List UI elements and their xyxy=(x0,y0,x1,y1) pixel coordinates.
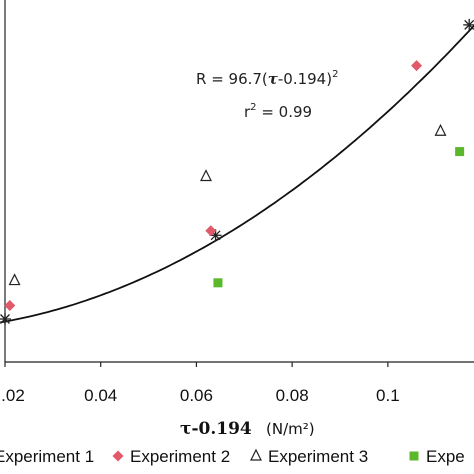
data-point-series-1 xyxy=(0,313,11,326)
legend-label-series-4: Expe xyxy=(426,447,465,466)
legend-marker-series-4 xyxy=(409,451,419,461)
x-tick-label: 0.1 xyxy=(376,386,400,405)
equation-line-2: r2 = 0.99 xyxy=(244,102,312,121)
x-tick-label: 0.06 xyxy=(180,386,213,405)
data-point-series-2 xyxy=(4,299,16,311)
data-point-series-2 xyxy=(205,225,217,237)
x-tick-labels: .02 0.04 0.06 0.08 0.1 xyxy=(1,386,399,405)
equation-line-1: R = 96.7(τ-0.194)2 xyxy=(196,69,338,88)
legend-label-series-1: Experiment 1 xyxy=(0,447,94,466)
data-points-layer xyxy=(0,18,474,326)
data-point-series-3 xyxy=(200,169,212,182)
x-axis-label: τ-0.194 (N/m²) xyxy=(180,419,315,439)
axes xyxy=(4,0,474,367)
legend-marker-series-2 xyxy=(112,450,124,462)
fit-equation: R = 96.7(τ-0.194)2 r2 = 0.99 xyxy=(196,69,338,121)
legend-marker-series-3 xyxy=(250,448,262,461)
legend-label-series-3: Experiment 3 xyxy=(268,447,368,466)
x-axis-label-main: τ-0.194 xyxy=(180,419,252,439)
data-point-series-4 xyxy=(455,147,465,157)
fit-curve xyxy=(0,25,474,324)
x-tick-label: .02 xyxy=(1,386,25,405)
data-point-series-3 xyxy=(8,273,21,286)
legend-label-series-2: Experiment 2 xyxy=(130,447,230,466)
data-point-series-3 xyxy=(434,123,447,136)
data-point-series-2 xyxy=(411,60,423,72)
fit-curve-layer xyxy=(0,25,474,324)
x-tick-label: 0.04 xyxy=(84,386,117,405)
x-axis-label-unit: (N/m²) xyxy=(266,420,315,438)
data-point-series-4 xyxy=(213,278,223,288)
data-point-series-1 xyxy=(463,18,474,31)
legend: Experiment 1 Experiment 2 Experiment 3 Expe xyxy=(0,447,465,466)
x-tick-label: 0.08 xyxy=(276,386,309,405)
